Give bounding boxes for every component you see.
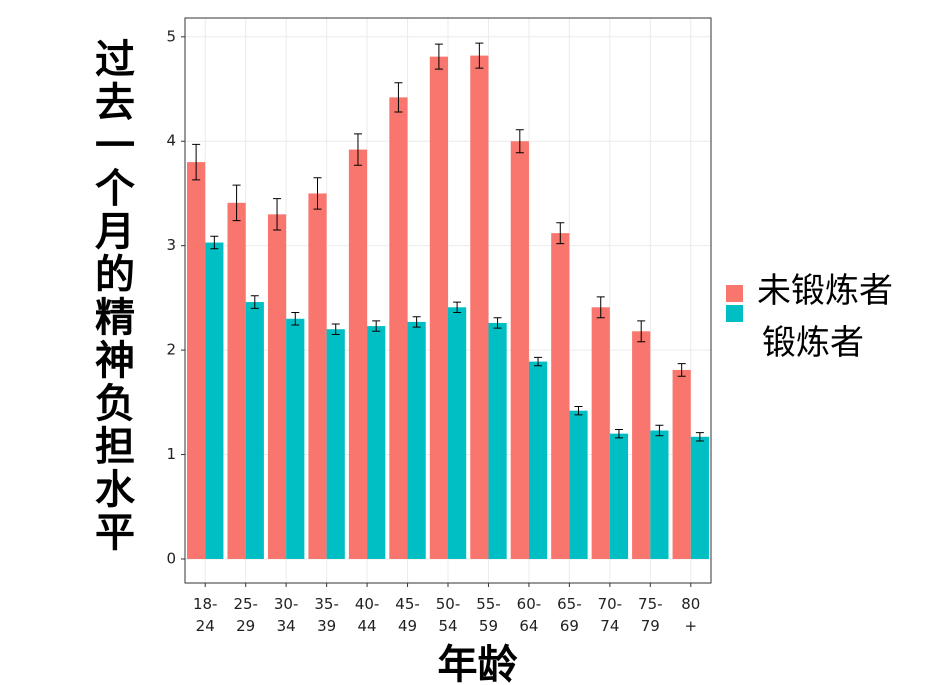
bar [448,307,467,559]
x-tick-label: 45-49 [395,595,420,635]
bar [227,202,246,559]
x-tick-label: 35-39 [314,595,339,635]
error-bar [313,177,322,210]
error-bar [331,323,340,335]
error-bar [596,296,605,319]
error-bar [515,129,524,154]
bar [690,436,709,559]
error-bar [232,184,241,222]
y-tick-label: 3 [166,236,176,254]
x-tick-label: 80+ [681,595,701,635]
y-tick-label: 0 [166,549,176,567]
bar [187,162,206,559]
y-tick-label: 5 [166,27,176,45]
bar [470,55,489,559]
error-bar [556,222,565,245]
legend-swatch [726,285,743,302]
error-bar [614,428,623,439]
y-tick-label: 4 [166,132,176,150]
x-tick-label: 25-29 [233,595,258,635]
x-tick-label: 55-59 [476,595,501,635]
error-bar [291,312,300,326]
error-bar [677,363,686,377]
error-bar [655,424,664,437]
error-bar [394,82,403,113]
error-bar [453,301,462,314]
error-bar [372,320,381,332]
bar [672,369,691,559]
error-bar [192,143,201,181]
bar [632,331,651,559]
bar [551,233,570,559]
error-bar [273,198,282,231]
x-tick-label: 18-24 [192,595,218,635]
error-bar [210,235,219,250]
error-bar [250,295,259,309]
error-bar [412,316,421,328]
x-tick-label: 60-64 [516,595,542,635]
bar [286,318,305,559]
error-bar [475,42,484,69]
bar [245,302,264,559]
bar [389,97,408,559]
x-tick-label: 75-79 [638,595,663,635]
bar [488,322,507,559]
bar [528,361,548,559]
bar [367,326,386,559]
x-tick-label: 40-44 [354,595,380,635]
y-tick-label: 2 [166,341,176,359]
error-bar [695,432,704,442]
legend-swatch [726,305,743,322]
bar [348,149,368,559]
bar [429,56,448,559]
bar [591,307,610,559]
bar [326,329,345,559]
bar [609,433,629,559]
x-tick-label: 30-34 [273,595,299,635]
y-tick-label: 1 [166,445,176,463]
bar [569,410,588,559]
bar [407,321,426,559]
bar [650,430,669,559]
x-tick-label: 65-69 [557,595,582,635]
error-bar [493,317,502,329]
error-bar [637,320,646,343]
bar [267,214,287,559]
error-bar [434,43,443,70]
error-bar [574,406,583,416]
x-tick-label: 50-54 [435,595,461,635]
x-axis-title: 年龄 [437,642,518,685]
legend-label: 锻炼者 [762,323,864,363]
bar [308,193,327,559]
bar [205,242,224,559]
x-tick-label: 70-74 [597,595,623,635]
legend-label: 未锻炼者 [757,271,893,311]
error-bar [534,356,543,367]
y-axis-title: 过去一个月的精神负担水平 [88,38,134,554]
error-bar [353,133,362,166]
bar [510,141,529,559]
